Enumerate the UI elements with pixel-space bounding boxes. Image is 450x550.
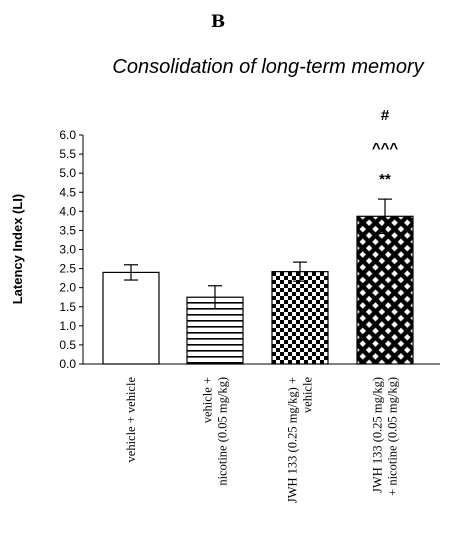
x-category-label: + nicotine (0.05 mg/kg) [386,377,400,496]
y-tick-label: 3.5 [59,223,76,237]
y-tick-label: 1.5 [59,300,76,314]
y-tick-label: 0.5 [59,338,76,352]
x-category-label: vehicle + [201,377,215,423]
y-axis-label: Latency Index (LI) [10,194,25,305]
y-tick-label: 3.0 [59,243,76,257]
x-category-label: JWH 133 (0.25 mg/kg) + [286,377,300,503]
x-category-label: nicotine (0.05 mg/kg) [216,377,230,486]
y-tick-label: 2.5 [59,262,76,276]
bar [271,271,329,365]
bar [356,215,414,365]
y-tick-label: 6.0 [59,128,76,142]
chart-title: Consolidation of long-term memory [112,56,424,78]
y-tick-label: 4.5 [59,185,76,199]
x-category-label: vehicle [301,377,315,414]
significance-annotation: ^^^ [372,140,399,157]
y-tick-label: 0.0 [59,357,76,371]
y-tick-label: 2.0 [59,281,76,295]
significance-annotation: # [381,107,390,124]
x-category-label: JWH 133 (0.25 mg/kg) [371,377,385,493]
y-tick-label: 4.0 [59,204,76,218]
x-category-label: vehicle + vehicle [124,377,138,463]
bar [102,271,160,365]
y-tick-label: 1.0 [59,319,76,333]
y-tick-label: 5.5 [59,147,76,161]
y-tick-label: 5.0 [59,166,76,180]
panel-letter: B [211,12,225,32]
significance-annotation: ** [379,171,391,188]
